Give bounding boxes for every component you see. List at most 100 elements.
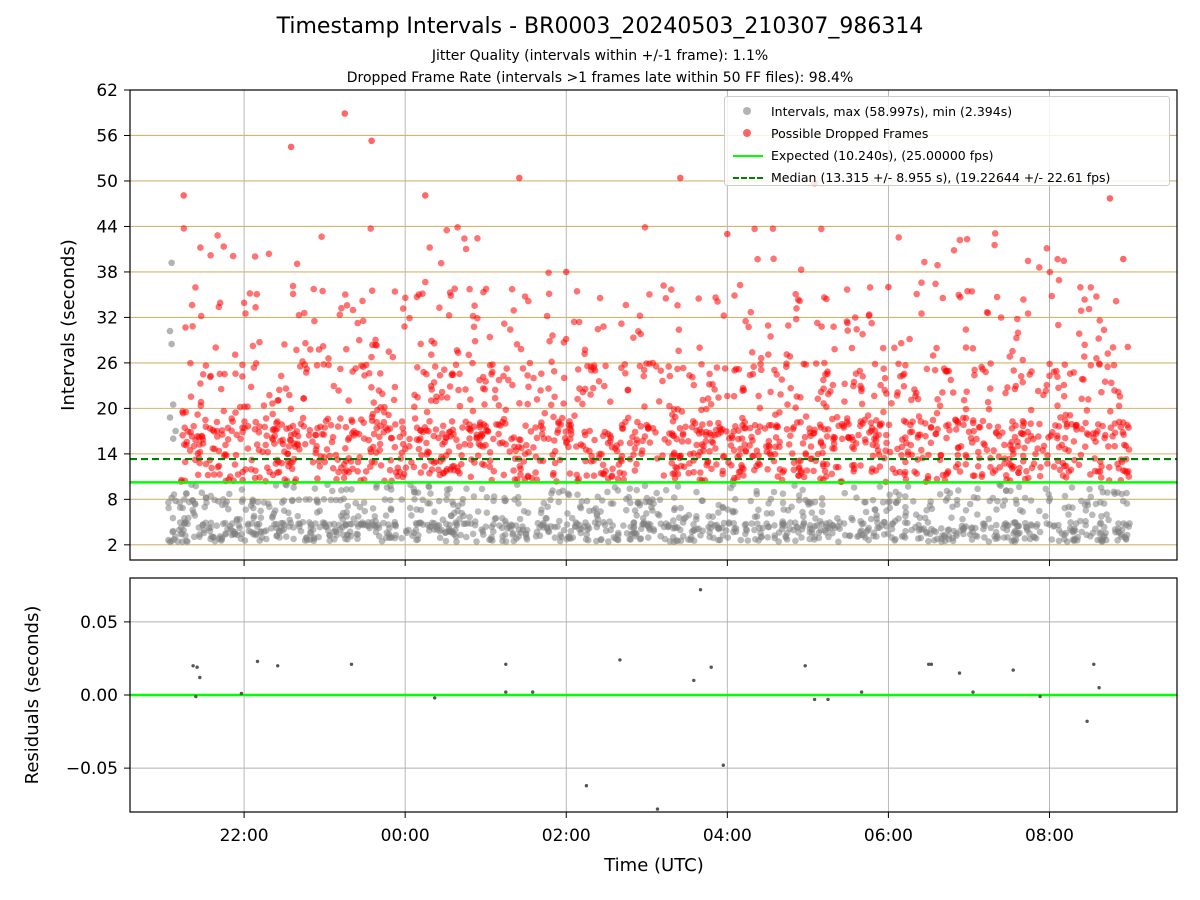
- interval-point: [339, 524, 346, 531]
- dropped-frame-point: [441, 366, 448, 374]
- dropped-frame-point: [192, 284, 199, 291]
- interval-point: [936, 491, 944, 498]
- interval-point: [557, 531, 564, 539]
- legend-entry-dropped: Possible Dropped Frames: [725, 123, 1169, 145]
- dropped-frame-point: [997, 314, 1005, 321]
- interval-point: [234, 531, 241, 539]
- interval-point: [816, 518, 824, 525]
- dropped-frame-point: [1082, 419, 1089, 427]
- dropped-frame-point: [369, 410, 377, 418]
- dropped-frame-point: [426, 244, 434, 251]
- dropped-frame-point: [439, 422, 447, 430]
- dropped-frame-point: [812, 360, 820, 367]
- dropped-frame-point: [1009, 418, 1016, 425]
- interval-point: [346, 520, 354, 528]
- dropped-frame-point: [467, 473, 475, 481]
- dropped-frame-point: [301, 309, 308, 317]
- dropped-frame-point: [214, 433, 221, 440]
- dropped-frame-point: [327, 421, 335, 429]
- dropped-frame-point: [851, 314, 859, 321]
- interval-point: [981, 522, 988, 530]
- dropped-frame-point: [406, 314, 413, 322]
- dropped-frame-point: [263, 432, 271, 440]
- dropped-frame-point: [481, 386, 489, 393]
- dropped-frame-point: [537, 387, 544, 394]
- dropped-frame-point: [1054, 402, 1061, 410]
- dropped-frame-point: [963, 235, 971, 243]
- interval-point: [592, 505, 599, 512]
- interval-point: [680, 532, 687, 540]
- dropped-frame-point: [430, 459, 438, 467]
- dropped-frame-point: [934, 425, 941, 433]
- dropped-frame-point: [1056, 466, 1064, 474]
- interval-point: [207, 519, 215, 527]
- dropped-frame-point: [461, 235, 468, 242]
- dropped-frame-point: [898, 443, 906, 451]
- dropped-frame-point: [680, 463, 688, 471]
- dropped-frame-point: [1095, 335, 1102, 342]
- interval-point: [854, 533, 861, 540]
- dropped-frame-point: [678, 438, 686, 445]
- interval-point: [953, 532, 960, 539]
- dropped-frame-point: [633, 439, 641, 447]
- interval-point: [942, 497, 950, 504]
- dropped-frame-point: [213, 418, 221, 426]
- dropped-frame-point: [792, 315, 800, 323]
- dropped-frame-point: [993, 293, 1001, 301]
- residual-point: [531, 690, 535, 694]
- dropped-frame-point: [969, 472, 977, 480]
- dropped-frame-point: [880, 408, 887, 416]
- dropped-frame-point: [406, 435, 413, 443]
- interval-point: [806, 525, 814, 532]
- residual-point: [698, 588, 703, 592]
- dropped-frame-point: [411, 391, 418, 399]
- interval-point: [657, 532, 664, 540]
- dropped-frame-point: [1017, 429, 1025, 437]
- dropped-frame-point: [207, 372, 214, 380]
- dropped-frame-point: [1125, 468, 1132, 475]
- dropped-frame-point: [423, 439, 430, 447]
- residual-point: [1097, 686, 1101, 690]
- dropped-frame-point: [843, 318, 851, 325]
- dropped-frame-point: [590, 362, 598, 370]
- dropped-frame-point: [821, 359, 828, 367]
- interval-point: [216, 533, 224, 540]
- dropped-frame-point: [1106, 195, 1114, 202]
- interval-point: [1016, 506, 1024, 514]
- dropped-frame-point: [415, 445, 423, 453]
- dropped-frame-point: [964, 287, 971, 295]
- dropped-frame-point: [883, 439, 890, 447]
- interval-point: [219, 496, 227, 503]
- dropped-frame-point: [566, 435, 574, 443]
- dropped-frame-point: [659, 377, 666, 385]
- dropped-frame-point: [1002, 389, 1009, 397]
- dropped-frame-point: [952, 417, 960, 424]
- interval-point: [943, 487, 951, 495]
- interval-point: [165, 504, 172, 512]
- interval-point: [387, 482, 394, 490]
- interval-point: [474, 508, 482, 515]
- interval-point: [607, 500, 615, 507]
- interval-point: [731, 495, 739, 503]
- dropped-frame-point: [987, 360, 994, 367]
- dropped-frame-point: [765, 421, 773, 429]
- dropped-frame-point: [1078, 425, 1086, 433]
- dropped-frame-point: [1109, 344, 1117, 351]
- dropped-frame-point: [631, 445, 639, 452]
- interval-point: [166, 538, 174, 546]
- dropped-frame-point: [631, 428, 639, 436]
- dropped-frame-point: [820, 400, 827, 407]
- legend-entry-expected: Expected (10.240s), (25.00000 fps): [725, 145, 1169, 167]
- dropped-frame-point: [497, 422, 504, 429]
- dropped-frame-point: [511, 443, 518, 451]
- dropped-frame-point: [207, 252, 214, 259]
- interval-point: [168, 340, 175, 348]
- dropped-frame-point: [1085, 396, 1092, 403]
- dropped-frame-point: [818, 323, 825, 330]
- dropped-frame-point: [506, 448, 513, 455]
- dropped-frame-point: [916, 431, 924, 439]
- dropped-frame-point: [1020, 296, 1027, 303]
- dropped-frame-point: [1019, 378, 1026, 386]
- dropped-frame-point: [221, 370, 228, 378]
- dropped-frame-point: [801, 433, 809, 441]
